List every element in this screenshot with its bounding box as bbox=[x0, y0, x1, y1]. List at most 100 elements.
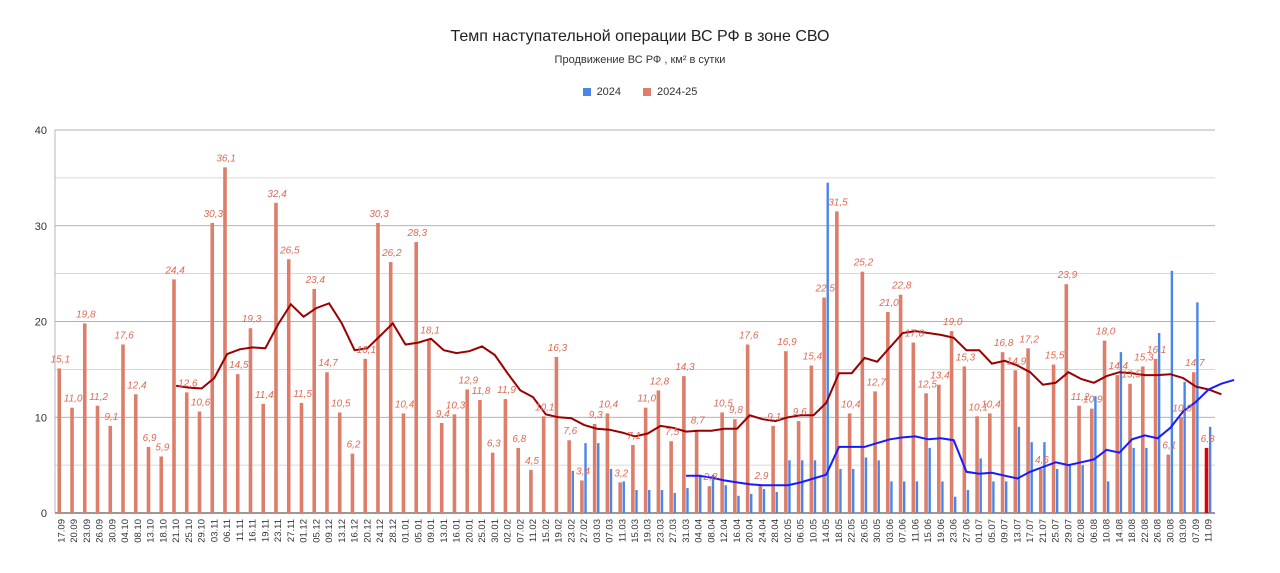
x-tick-label: 11.06 bbox=[910, 519, 921, 542]
x-tick-label: 03.06 bbox=[885, 519, 896, 543]
x-tick-label: 23.06 bbox=[949, 519, 960, 543]
bar-2024-25 bbox=[1179, 417, 1183, 513]
bar-2024-25 bbox=[197, 411, 202, 513]
bar-2024 bbox=[1030, 442, 1033, 513]
data-label: 16,1 bbox=[1147, 345, 1166, 356]
data-label: 6,9 bbox=[143, 433, 157, 444]
x-tick-label: 26.08 bbox=[1153, 519, 1164, 543]
data-label: 32,4 bbox=[267, 189, 287, 200]
data-label: 22,8 bbox=[891, 281, 912, 292]
bar-2024 bbox=[1170, 270, 1174, 513]
chart-title: Темп наступательной операции ВС РФ в зон… bbox=[450, 28, 830, 45]
x-tick-label: 01.12 bbox=[299, 519, 310, 543]
x-tick-label: 16.01 bbox=[452, 519, 463, 543]
x-tick-label: 22.08 bbox=[1140, 519, 1151, 543]
bar-2024-25 bbox=[95, 405, 100, 513]
data-label: 30,3 bbox=[204, 209, 224, 220]
bar-2024 bbox=[852, 468, 855, 513]
bar-2024-25 bbox=[988, 413, 992, 513]
legend-item-2024: 2024 bbox=[582, 86, 621, 98]
x-tick-label: 09.01 bbox=[426, 519, 437, 543]
bar-2024-25 bbox=[643, 407, 648, 513]
data-label: 14,5 bbox=[229, 360, 249, 371]
bar-2024-25 bbox=[707, 486, 712, 513]
bar-2024-25 bbox=[745, 344, 750, 513]
bar-2024-25 bbox=[733, 419, 737, 513]
data-label: 16,9 bbox=[777, 337, 797, 348]
bar-2024-25 bbox=[274, 202, 278, 513]
x-tick-label: 23.02 bbox=[566, 519, 577, 543]
bar-2024 bbox=[571, 470, 574, 513]
x-tick-label: 06.08 bbox=[1089, 519, 1100, 543]
bar-2024 bbox=[788, 460, 791, 513]
x-tick-label: 11.03 bbox=[617, 519, 628, 542]
data-label: 28,3 bbox=[407, 228, 428, 239]
x-tick-label: 25.10 bbox=[184, 519, 195, 543]
data-label: 14,7 bbox=[318, 358, 338, 369]
y-tick-label: 0 bbox=[41, 508, 47, 520]
bar-2024-25 bbox=[490, 452, 495, 513]
x-tick-label: 11.09 bbox=[1204, 519, 1215, 542]
x-tick-label: 14.08 bbox=[1114, 519, 1125, 543]
x-tick-label: 02.08 bbox=[1076, 519, 1087, 543]
bar-2024 bbox=[1081, 465, 1084, 513]
x-tick-label: 13.12 bbox=[337, 519, 348, 543]
bar-2024-25 bbox=[835, 211, 839, 513]
data-label: 10,9 bbox=[1083, 395, 1103, 406]
x-tick-label: 14.05 bbox=[821, 519, 832, 543]
data-label: 11,0 bbox=[64, 394, 83, 405]
bar-2024-25 bbox=[363, 358, 368, 513]
bar-2024-25 bbox=[210, 222, 215, 513]
x-tick-label: 07.06 bbox=[898, 519, 909, 543]
bar-2024 bbox=[622, 481, 625, 513]
x-tick-label: 03.11 bbox=[209, 519, 220, 542]
data-label: 5,9 bbox=[155, 443, 169, 454]
x-tick-label: 25.07 bbox=[1051, 519, 1062, 543]
bar-2024 bbox=[1068, 465, 1072, 513]
data-label: 21,0 bbox=[878, 298, 899, 309]
x-tick-label: 05.07 bbox=[987, 519, 998, 543]
legend-item-2024-25: 2024-25 bbox=[643, 86, 697, 98]
data-label: 13,4 bbox=[930, 371, 950, 382]
data-label: 12,8 bbox=[650, 376, 670, 387]
data-label: 16,1 bbox=[357, 345, 376, 356]
x-tick-label: 08.04 bbox=[706, 519, 717, 543]
bar-2024-25 bbox=[57, 368, 62, 513]
bar-2024-25 bbox=[1013, 370, 1018, 513]
x-tick-label: 19.11 bbox=[260, 519, 271, 542]
x-tick-label: 20.04 bbox=[745, 519, 756, 543]
bar-2024-25 bbox=[337, 412, 342, 513]
data-label: 10,3 bbox=[446, 400, 466, 411]
bar-2024-25 bbox=[376, 222, 380, 513]
data-label: 17,6 bbox=[114, 330, 134, 341]
bar-2024-25 bbox=[567, 440, 571, 513]
bar-2024-25 bbox=[1166, 454, 1171, 513]
data-label: 2,9 bbox=[754, 471, 769, 482]
bar-2024-25 bbox=[184, 392, 189, 513]
x-tick-label: 23.03 bbox=[655, 519, 666, 543]
data-label: 8,7 bbox=[691, 416, 705, 427]
bar-2024-25 bbox=[975, 416, 979, 513]
x-tick-label: 05.01 bbox=[413, 519, 424, 543]
bar-2024-25 bbox=[847, 413, 852, 513]
bar-2024 bbox=[813, 460, 817, 513]
bar-2024 bbox=[890, 481, 893, 513]
data-label: 10,1 bbox=[968, 402, 987, 413]
x-tick-label: 20.09 bbox=[69, 519, 80, 543]
x-tick-label: 19.03 bbox=[643, 519, 654, 543]
legend-label-2024-25: 2024-25 bbox=[657, 86, 698, 98]
data-label: 9,1 bbox=[767, 412, 781, 423]
data-label: 15,3 bbox=[956, 353, 976, 364]
x-tick-label: 09.12 bbox=[324, 519, 335, 543]
data-label: 18,0 bbox=[1096, 327, 1116, 338]
bar-2024-25 bbox=[886, 311, 890, 513]
bar-2024-25 bbox=[758, 485, 763, 513]
bar-2024-25 bbox=[669, 441, 673, 513]
chart-subtitle: Продвижение ВС РФ , км² в сутки bbox=[554, 54, 726, 66]
x-tick-label: 20.01 bbox=[464, 519, 475, 543]
x-tick-label: 02.02 bbox=[503, 519, 514, 543]
x-tick-label: 10.05 bbox=[808, 519, 819, 543]
data-label: 11,8 bbox=[472, 386, 491, 397]
bar-2024 bbox=[953, 496, 957, 513]
bar-2024-25 bbox=[401, 413, 406, 513]
